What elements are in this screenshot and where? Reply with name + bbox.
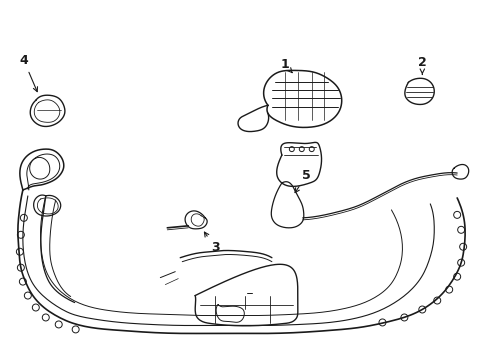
Text: 4: 4 xyxy=(20,54,38,92)
Text: 2: 2 xyxy=(417,56,426,75)
Text: 5: 5 xyxy=(294,168,310,193)
Text: 3: 3 xyxy=(204,232,219,254)
Text: 1: 1 xyxy=(280,58,292,73)
